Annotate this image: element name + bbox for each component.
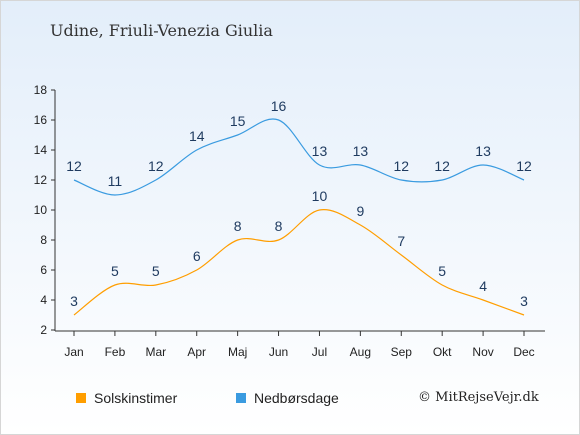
data-label: 12 [393,158,409,174]
data-label: 8 [234,218,242,234]
legend-label-rain-days: Nedbørsdage [254,390,339,406]
legend-label-sunshine: Solskinstimer [94,390,178,406]
x-tick-label: Aug [350,345,371,359]
data-label: 13 [475,143,491,159]
legend-swatch-sunshine [76,393,86,403]
x-tick-label: Feb [105,345,126,359]
y-tick-label: 10 [34,203,48,217]
x-tick-label: Jun [269,345,288,359]
data-label: 14 [189,128,205,144]
y-tick-label: 14 [34,143,48,157]
data-label: 5 [438,263,446,279]
legend-swatch-rain-days [236,393,246,403]
data-label: 6 [193,248,201,264]
data-label: 12 [516,158,532,174]
y-tick-label: 6 [40,263,47,277]
data-label: 12 [434,158,450,174]
x-tick-label: Okt [433,345,452,359]
copyright: © MitRejseVejr.dk [418,390,539,405]
series-lines [73,118,525,316]
data-label: 4 [479,278,487,294]
y-tick-label: 18 [34,83,48,97]
axes: 2 4 6 8 10 12 14 16 18 Jan Feb Mar Apr Maj Jun Jul Aug Se… [34,83,545,359]
data-label: 13 [353,143,369,159]
x-tick-label: Dec [513,345,534,359]
x-tick-label: Nov [472,345,493,359]
y-tick-label: 12 [34,173,48,187]
data-label: 12 [148,158,164,174]
x-tick-label: Jan [64,345,83,359]
x-tick-label: Sep [391,345,413,359]
series-line-1 [73,118,525,196]
data-label: 11 [108,173,123,189]
data-label: 5 [152,263,160,279]
data-label: 3 [520,293,528,309]
data-label: 10 [312,188,328,204]
y-tick-label: 2 [40,323,47,337]
data-label: 16 [271,98,287,114]
chart-title: Udine, Friuli-Venezia Giulia [50,21,273,40]
y-tick-label: 16 [34,113,48,127]
data-label: 7 [397,233,405,249]
data-label: 15 [230,113,246,129]
legend-item-sunshine: Solskinstimer [76,390,177,406]
x-tick-label: Mar [145,345,166,359]
data-label: 3 [70,293,78,309]
data-label: 8 [275,218,283,234]
legend-item-rain-days: Nedbørsdage [236,390,339,406]
x-tick-label: Maj [228,345,247,359]
data-label: 13 [312,143,328,159]
data-labels: 3 5 5 6 8 8 10 9 7 5 4 3 12 11 12 14 15 16 13 13 12 12 13 12 [66,98,532,309]
x-tick-label: Apr [187,345,206,359]
y-tick-label: 8 [40,233,47,247]
data-label: 9 [356,203,364,219]
y-tick-label: 4 [40,293,47,307]
x-tick-label: Jul [312,345,327,359]
data-label: 12 [66,158,82,174]
data-label: 5 [111,263,119,279]
series-line-0 [73,209,525,316]
